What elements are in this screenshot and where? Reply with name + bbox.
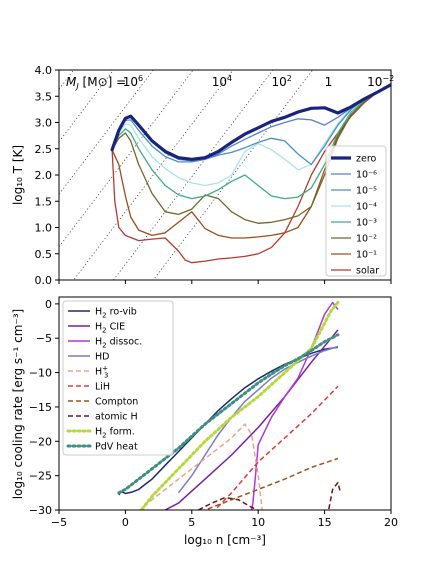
series-line-h2-cie: [163, 329, 339, 510]
jeans-mass-guide-line: [73, 70, 234, 280]
legend-label-compton: Compton: [95, 397, 138, 408]
legend-label-h2-ro-vib: H2 ro-vib: [95, 307, 137, 320]
cooling-y-tick-label: −30: [29, 504, 52, 517]
temperature-panel: 0.00.51.01.52.02.53.03.54.0 log₁₀ T [K] …: [11, 0, 394, 287]
cooling-rate-panel: −5 0 5 10 15 20 −30 −25 −20 −15 −10 −5 0 log₁₀ cooli…: [11, 296, 398, 547]
cooling-x-tick-label: 10: [251, 516, 265, 529]
cooling-legend-box: [62, 300, 174, 456]
legend-label-h3plus: H+ 3: [95, 365, 109, 380]
series-line-10m3: [111, 84, 391, 200]
cooling-y-axis-label: log₁₀ cooling rate [erg s⁻¹ cm⁻³]: [11, 309, 25, 499]
legend-label-h2-form: H2 form.: [95, 427, 135, 440]
series-line-pdv-heat: [117, 333, 340, 495]
cooling-x-axis-label: log₁₀ n [cm⁻³]: [184, 533, 266, 547]
legend-label-10m4: 10⁻⁴: [356, 202, 377, 213]
jeans-mass-guide-line: [112, 70, 274, 280]
temperature-y-tick-label: 0.0: [35, 274, 53, 287]
series-line-10m5: [111, 84, 391, 166]
temperature-y-tick-label: 0.5: [35, 248, 53, 261]
temperature-y-tick-label: 1.5: [35, 195, 53, 208]
series-line-h2-dissoc: [250, 301, 339, 510]
series-line-atomic-h: [198, 481, 342, 510]
temperature-y-tick-label: 1.0: [35, 222, 53, 235]
legend-label-10m1: 10⁻¹: [356, 250, 377, 261]
cooling-y-tick-label: −5: [36, 332, 52, 345]
legend-label-h2-dissoc: H2 dissoc.: [95, 337, 142, 350]
temperature-y-tick-label: 2.5: [35, 143, 53, 156]
legend-label-hd: HD: [95, 352, 109, 363]
cooling-x-tick-label: 20: [384, 516, 398, 529]
legend-label-solar: solar: [356, 266, 379, 277]
cooling-plot-frame: [58, 296, 392, 511]
legend-label-h2-cie: H2 CIE: [95, 322, 125, 335]
jeans-mass-label: 106: [123, 74, 143, 89]
legend-label-pdv-heat: PdV heat: [95, 442, 138, 453]
jeans-mass-guide-line: [59, 0, 391, 37]
series-line-solar: [111, 84, 391, 264]
cooling-x-tick-label: −5: [51, 516, 67, 529]
jeans-mass-label: 102: [271, 74, 291, 89]
series-line-h3plus: [138, 423, 263, 510]
cooling-y-tick-label: −15: [29, 401, 52, 414]
jeans-mass-prefix: MJ [M⊙] =: [66, 75, 126, 91]
cooling-x-tick-label: 15: [318, 516, 332, 529]
legend-label-lih: LiH: [95, 382, 110, 393]
temperature-legend-box: [325, 145, 387, 277]
legend-label-10m2: 10⁻²: [356, 234, 377, 245]
jeans-mass-label: 1: [325, 75, 333, 89]
legend-label-10m6: 10⁻⁶: [356, 170, 377, 181]
temperature-y-tick-label: 3.0: [35, 117, 53, 130]
series-line-10m1: [111, 84, 391, 239]
cooling-legend: H2 ro-vib H2 CIE H2 dissoc. HD H+ 3 LiH Compton…: [62, 300, 174, 456]
legend-label-10m3: 10⁻³: [356, 218, 377, 229]
cooling-x-tick-label: 0: [122, 516, 129, 529]
jeans-mass-label: 10−2: [367, 74, 394, 89]
temperature-y-tick-label: 2.0: [35, 169, 53, 182]
series-line-zero: [110, 83, 391, 161]
legend-label-atomic-h: atomic H: [95, 412, 138, 423]
temperature-y-axis-label: log₁₀ T [K]: [11, 145, 25, 205]
cooling-y-tick-label: −25: [29, 470, 52, 483]
series-line-10m2: [111, 84, 391, 224]
temperature-y-tick-label: 3.5: [35, 90, 53, 103]
jeans-mass-label: 104: [212, 74, 232, 89]
cooling-y-tick-label: 0: [45, 298, 52, 311]
legend-label-zero: zero: [356, 154, 377, 165]
series-line-10m4: [111, 84, 391, 187]
jeans-mass-annotation: MJ [M⊙] = 106 104 102 1 10−2: [66, 74, 394, 91]
series-line-h2-form: [139, 301, 340, 510]
cooling-y-tick-label: −20: [29, 435, 52, 448]
temperature-y-tick-label: 4.0: [35, 64, 53, 77]
cooling-y-tick-label: −10: [29, 367, 52, 380]
legend-label-10m5: 10⁻⁵: [356, 186, 377, 197]
cooling-x-tick-label: 5: [188, 516, 195, 529]
series-line-hd: [177, 345, 339, 494]
temperature-legend: zero 10⁻⁶ 10⁻⁵ 10⁻⁴ 10⁻³ 10⁻² 10⁻¹ solar: [325, 145, 387, 277]
series-line-lih: [213, 385, 339, 510]
